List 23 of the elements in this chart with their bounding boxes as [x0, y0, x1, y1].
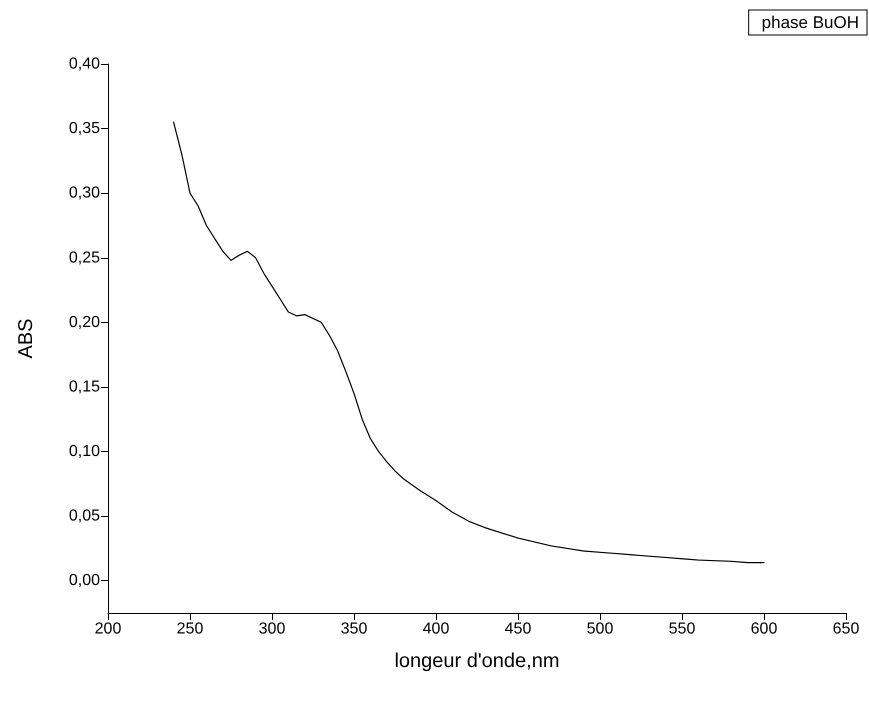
x-tick-label: 350 — [340, 620, 368, 638]
x-tick-label: 250 — [176, 620, 204, 638]
x-tick-label: 200 — [94, 620, 122, 638]
x-tick-label: 600 — [750, 620, 778, 638]
y-tick-label: 0,25 — [68, 249, 100, 266]
y-tick-label: 0,10 — [68, 443, 100, 460]
y-tick-label: 0,30 — [68, 184, 100, 202]
y-tick-label: 0,20 — [68, 314, 100, 331]
text: phase BuOH — [762, 13, 860, 32]
line-series — [173, 122, 765, 564]
y-tick-label: 0,40 — [68, 56, 100, 72]
x-axis-title: longeur d'onde,nm — [394, 650, 560, 672]
y-tick-label: 0,15 — [68, 378, 100, 396]
y-tick-label: 0,05 — [68, 508, 100, 525]
y-axis-title: ABS — [15, 318, 37, 359]
y-tick-label: 0,35 — [68, 120, 100, 138]
x-tick-label: 550 — [668, 620, 696, 638]
x-tick-label: 650 — [832, 620, 860, 638]
x-tick-label: 450 — [504, 620, 532, 638]
x-tick-label: 500 — [586, 620, 614, 638]
y-tick-label: 0,00 — [68, 572, 100, 590]
x-tick-label: 400 — [422, 620, 450, 638]
x-tick-label: 300 — [258, 620, 286, 638]
